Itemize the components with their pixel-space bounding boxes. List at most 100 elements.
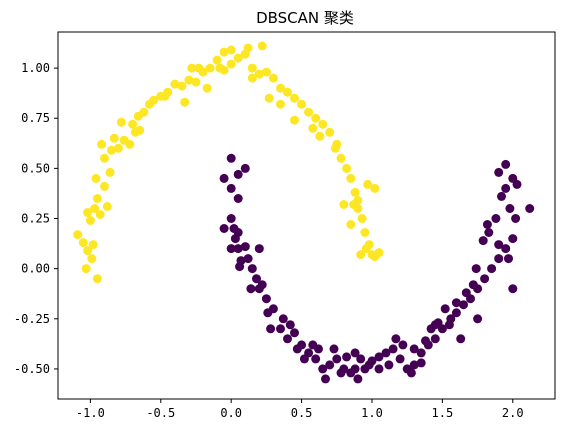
cluster-0-point (342, 352, 352, 362)
cluster-0-point (440, 304, 450, 314)
cluster-0-point (252, 274, 261, 284)
cluster-1-point (87, 254, 97, 264)
cluster-1-point (233, 53, 243, 63)
cluster-0-point (406, 368, 416, 378)
cluster-0-point (487, 264, 497, 274)
cluster-1-point (109, 133, 119, 143)
cluster-0-point (350, 364, 360, 374)
cluster-0-point (459, 300, 468, 310)
cluster-1-point (276, 99, 285, 109)
cluster-1-point (202, 83, 212, 93)
cluster-1-point (315, 131, 325, 141)
cluster-0-point (325, 360, 335, 370)
cluster-0-point (261, 294, 271, 304)
cluster-0-point (285, 320, 295, 330)
cluster-1-point (90, 204, 100, 213)
cluster-1-point (318, 119, 328, 129)
cluster-0-point (451, 298, 461, 308)
cluster-1-point (342, 163, 352, 173)
y-tick-label: -0.50 (14, 362, 50, 376)
cluster-1-point (290, 115, 299, 125)
cluster-0-point (247, 264, 257, 274)
cluster-0-point (416, 358, 426, 368)
cluster-0-point (308, 340, 318, 350)
cluster-1-point (254, 69, 264, 79)
cluster-0-point (290, 328, 299, 338)
y-tick-label: 1.00 (21, 61, 50, 75)
cluster-1-point (257, 41, 267, 51)
cluster-0-point (299, 354, 309, 364)
cluster-1-point (350, 187, 360, 197)
cluster-0-point (278, 314, 288, 324)
cluster-0-point (494, 167, 504, 177)
cluster-0-point (266, 324, 276, 334)
cluster-1-point (264, 93, 274, 103)
cluster-0-point (356, 354, 366, 364)
cluster-1-point (346, 220, 356, 229)
cluster-0-point (292, 344, 302, 354)
cluster-0-point (512, 179, 522, 189)
cluster-1-point (346, 173, 356, 183)
cluster-0-point (398, 340, 408, 350)
cluster-0-point (484, 228, 494, 237)
cluster-0-point (226, 183, 236, 193)
cluster-1-point (187, 63, 197, 73)
cluster-0-point (511, 214, 521, 223)
cluster-0-point (391, 334, 401, 344)
cluster-1-point (92, 274, 102, 284)
points-layer (73, 41, 535, 384)
cluster-1-point (247, 73, 257, 83)
cluster-0-point (336, 368, 346, 378)
x-tick-label: 0.0 (220, 406, 242, 420)
cluster-1-point (297, 99, 307, 109)
cluster-0-point (494, 254, 504, 264)
cluster-0-point (353, 374, 363, 384)
cluster-0-point (233, 169, 243, 179)
plot-frame (57, 31, 556, 400)
cluster-0-point (497, 191, 506, 201)
cluster-1-point (125, 139, 135, 149)
cluster-0-point (233, 194, 243, 203)
cluster-0-point (525, 204, 535, 213)
cluster-1-point (226, 45, 236, 55)
y-tick-label: 0.50 (21, 161, 50, 175)
cluster-0-point (350, 348, 360, 358)
cluster-0-point (388, 344, 398, 354)
chart-title: DBSCAN 聚类 (256, 9, 354, 27)
cluster-1-point (215, 63, 225, 73)
cluster-0-point (263, 308, 273, 318)
cluster-1-point (205, 63, 215, 73)
cluster-1-point (336, 153, 346, 163)
cluster-1-point (88, 240, 98, 250)
cluster-0-point (226, 153, 236, 163)
cluster-0-point (468, 280, 478, 290)
cluster-0-point (430, 320, 440, 330)
cluster-0-point (461, 288, 471, 298)
cluster-1-point (139, 107, 149, 117)
cluster-1-point (177, 81, 187, 91)
cluster-0-point (235, 262, 245, 272)
cluster-0-point (409, 344, 419, 354)
ticks-layer: -1.0 -0.5 0.0 0.5 1.0 1.5 2.0 -0.50 -0.25 0.00 0.2… (14, 61, 524, 420)
cluster-1-point (370, 252, 380, 262)
cluster-0-point (219, 224, 229, 233)
cluster-1-point (73, 230, 83, 240)
cluster-0-point (446, 314, 456, 324)
y-tick-label: -0.25 (14, 312, 50, 326)
cluster-1-point (81, 264, 91, 274)
cluster-0-point (321, 374, 330, 384)
cluster-0-point (381, 348, 391, 358)
cluster-1-point (268, 73, 278, 83)
cluster-1-point (107, 145, 116, 155)
cluster-1-point (290, 93, 299, 103)
cluster-1-point (100, 181, 109, 191)
cluster-1-point (363, 179, 373, 189)
cluster-0-point (374, 352, 384, 362)
cluster-1-point (114, 143, 123, 153)
cluster-0-point (494, 240, 504, 250)
cluster-1-point (356, 250, 366, 260)
y-tick-label: 0.25 (21, 212, 50, 226)
cluster-0-point (501, 159, 511, 169)
cluster-0-point (364, 360, 374, 370)
cluster-1-point (219, 47, 229, 57)
